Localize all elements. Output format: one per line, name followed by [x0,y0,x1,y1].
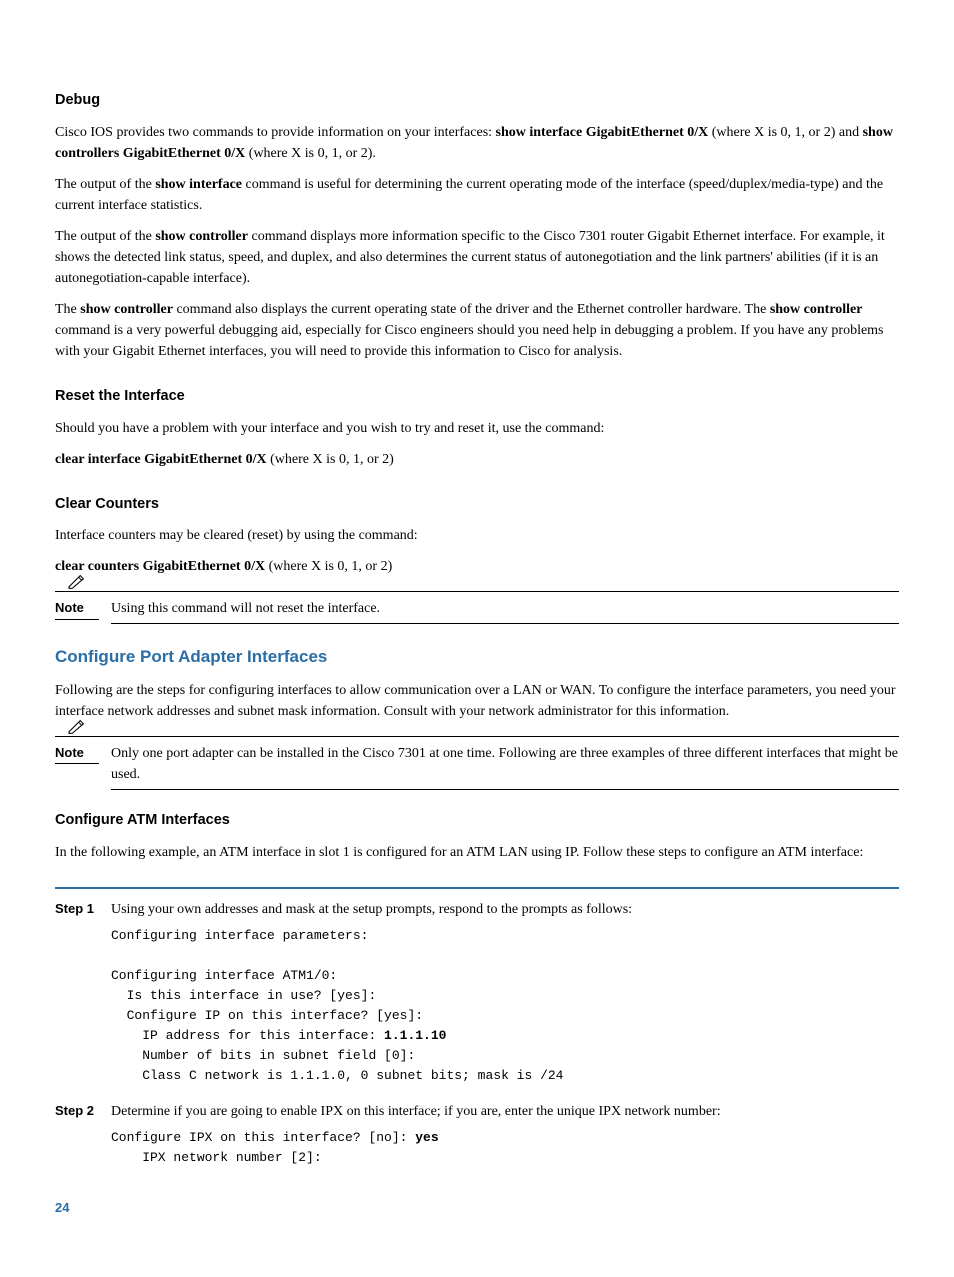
clear-p1: Interface counters may be cleared (reset… [55,525,899,546]
port-adapter-section: Configure Port Adapter Interfaces Follow… [55,644,899,722]
step-2-text: Determine if you are going to enable IPX… [111,1101,899,1122]
step-1: Step 1 Using your own addresses and mask… [55,899,899,920]
pencil-icon [67,719,87,735]
text: command is a very powerful debugging aid… [55,323,884,359]
code-bold: 1.1.1.10 [384,1028,446,1043]
note-1: Note Using this command will not reset t… [55,591,899,624]
note-text: Using this command will not reset the in… [111,598,899,624]
pencil-icon [67,574,87,590]
text: (where X is 0, 1, or 2) [265,559,392,574]
clear-section: Clear Counters Interface counters may be… [55,494,899,578]
step-divider [55,887,899,889]
step-2: Step 2 Determine if you are going to ena… [55,1101,899,1122]
note-icon-wrap [55,719,99,742]
note-text: Only one port adapter can be installed i… [111,743,899,790]
code-line: Configure IP on this interface? [yes]: [111,1008,423,1023]
code-line: Configuring interface parameters: [111,928,368,943]
step-2-label: Step 2 [55,1101,111,1122]
note-2: Note Only one port adapter can be instal… [55,736,899,790]
text: The [55,302,80,317]
text: The output of the [55,229,155,244]
atm-heading: Configure ATM Interfaces [55,810,899,832]
text: (where X is 0, 1, or 2) [267,452,394,467]
cmd-text: show interface [155,177,242,192]
debug-section: Debug Cisco IOS provides two commands to… [55,90,899,362]
step-1-code: Configuring interface parameters: Config… [111,926,899,1087]
text: (where X is 0, 1, or 2) and [708,125,862,140]
note-icon-wrap [55,574,99,597]
text: (where X is 0, 1, or 2). [245,146,376,161]
port-adapter-heading: Configure Port Adapter Interfaces [55,644,899,670]
clear-cmd: clear counters GigabitEthernet 0/X (wher… [55,556,899,577]
debug-p2: The output of the show interface command… [55,174,899,216]
code-line: Configuring interface ATM1/0: [111,968,337,983]
debug-p3: The output of the show controller comman… [55,226,899,289]
debug-p1: Cisco IOS provides two commands to provi… [55,122,899,164]
debug-p4: The show controller command also display… [55,299,899,362]
clear-heading: Clear Counters [55,494,899,516]
code-line: Class C network is 1.1.1.0, 0 subnet bit… [111,1068,563,1083]
reset-p1: Should you have a problem with your inte… [55,418,899,439]
step-2-code: Configure IPX on this interface? [no]: y… [111,1128,899,1168]
cmd-text: show controller [155,229,248,244]
text: The output of the [55,177,155,192]
reset-cmd: clear interface GigabitEthernet 0/X (whe… [55,449,899,470]
debug-heading: Debug [55,90,899,112]
code-line: Is this interface in use? [yes]: [111,988,376,1003]
code-line: IPX network number [2]: [111,1150,322,1165]
cmd-text: clear interface GigabitEthernet 0/X [55,452,267,467]
step-1-text: Using your own addresses and mask at the… [111,899,899,920]
note-label: Note [55,598,99,620]
port-adapter-p1: Following are the steps for configuring … [55,680,899,722]
step-1-label: Step 1 [55,899,111,920]
note-label: Note [55,743,99,765]
code-line: IP address for this interface: [111,1028,384,1043]
cmd-text: show controller [770,302,863,317]
reset-heading: Reset the Interface [55,386,899,408]
cmd-text: show interface GigabitEthernet 0/X [496,125,709,140]
atm-section: Configure ATM Interfaces In the followin… [55,810,899,863]
code-line: Number of bits in subnet field [0]: [111,1048,415,1063]
code-line: Configure IPX on this interface? [no]: [111,1130,415,1145]
page-number: 24 [55,1198,899,1218]
cmd-text: show controller [80,302,173,317]
cmd-text: clear counters GigabitEthernet 0/X [55,559,265,574]
code-bold: yes [415,1130,438,1145]
text: command also displays the current operat… [173,302,770,317]
atm-p1: In the following example, an ATM interfa… [55,842,899,863]
text: Cisco IOS provides two commands to provi… [55,125,496,140]
reset-section: Reset the Interface Should you have a pr… [55,386,899,470]
